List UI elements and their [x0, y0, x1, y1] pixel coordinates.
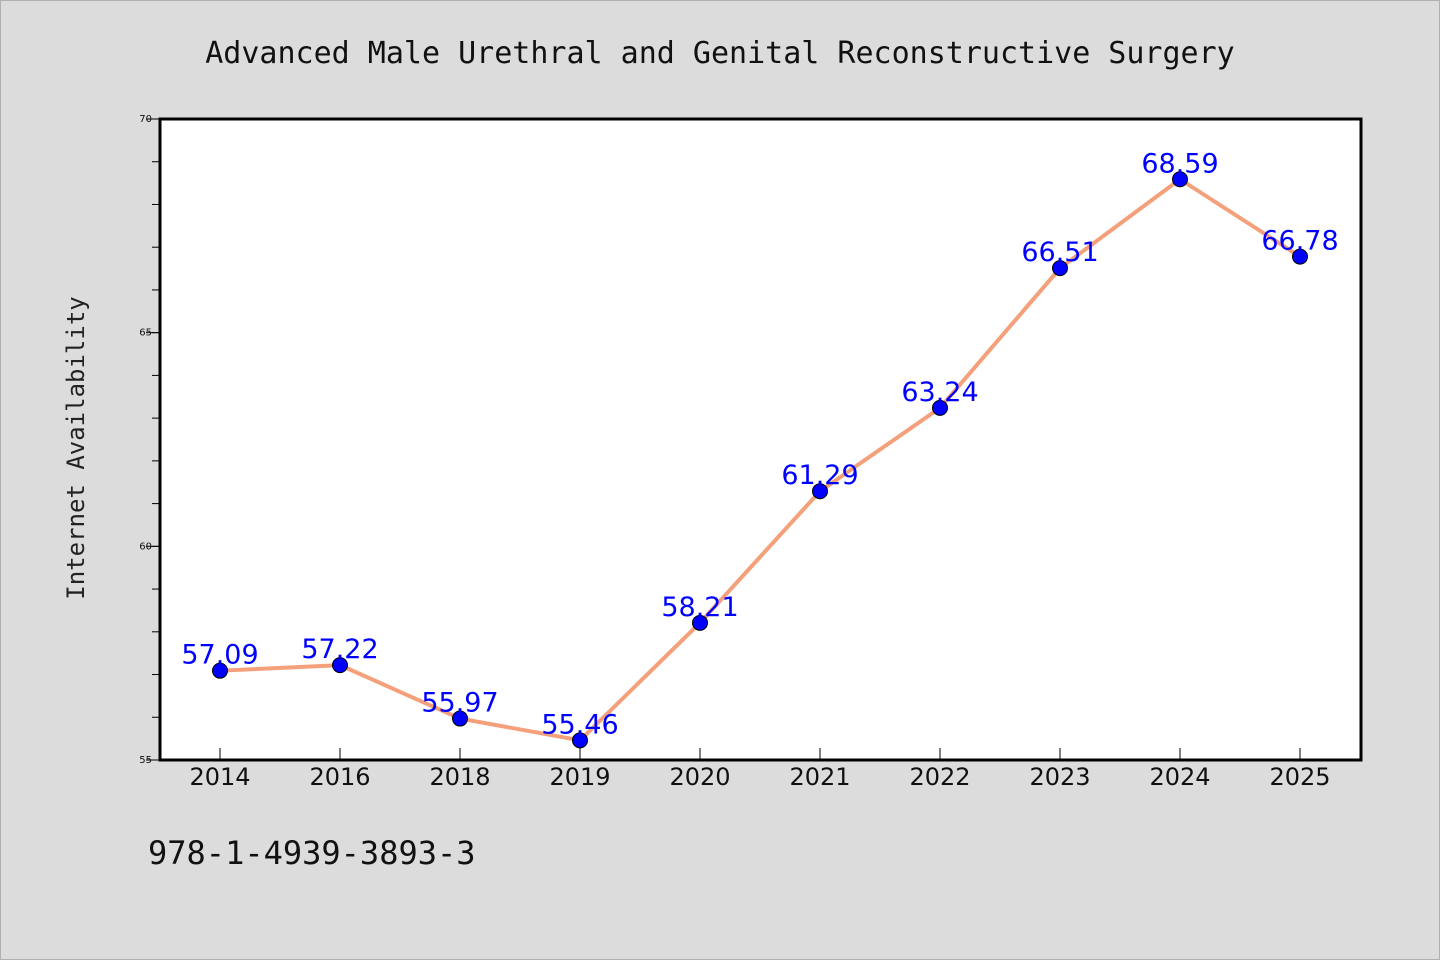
markers-group — [212, 171, 1308, 749]
data-label: 68.59 — [1141, 148, 1218, 179]
y-tick-label: 70 — [139, 114, 152, 125]
data-point — [212, 662, 228, 679]
data-labels-group: 57.09 57.22 55.97 55.46 58.21 61.29 63.24 66.51… — [181, 148, 1338, 740]
data-label: 57.22 — [301, 634, 378, 665]
plot-area — [158, 117, 1363, 762]
data-point — [932, 399, 948, 416]
data-label: 57.09 — [181, 640, 258, 671]
series-line-group — [218, 177, 1302, 743]
x-tick-label: 2020 — [669, 763, 730, 791]
data-label: 66.78 — [1261, 226, 1338, 257]
data-point — [332, 657, 348, 674]
data-label: 55.97 — [421, 688, 498, 719]
data-point — [1052, 260, 1068, 277]
data-label: 61.29 — [781, 460, 858, 491]
y-tick-label: 65 — [139, 328, 152, 339]
data-label: 55.46 — [541, 709, 618, 740]
x-tick-label: 2018 — [429, 763, 490, 791]
data-point — [452, 710, 468, 727]
data-point — [572, 732, 588, 749]
data-label: 58.21 — [661, 592, 738, 623]
isbn-text: 978-1-4939-3893-3 — [148, 834, 476, 872]
series-line — [218, 177, 1302, 743]
x-tick-label: 2025 — [1269, 763, 1330, 791]
data-point — [812, 483, 828, 500]
data-label: 66.51 — [1021, 237, 1098, 268]
y-axis-label: Internet Availability — [62, 296, 90, 599]
x-tick-label: 2019 — [549, 763, 610, 791]
x-tick-label: 2014 — [189, 763, 250, 791]
y-tick-label: 55 — [139, 755, 152, 766]
y-axis: 55 60 65 70 — [139, 114, 160, 766]
data-label: 63.24 — [901, 377, 978, 408]
data-point — [692, 614, 708, 631]
data-point — [1292, 248, 1308, 265]
x-tick-label: 2021 — [789, 763, 850, 791]
x-tick-label: 2022 — [909, 763, 970, 791]
x-tick-label: 2024 — [1149, 763, 1210, 791]
y-tick-label: 60 — [139, 541, 152, 552]
x-axis: 2014 2016 2018 2019 2020 2021 2022 2023 2024 2025 — [189, 748, 1331, 791]
data-point — [1172, 171, 1188, 188]
x-tick-label: 2016 — [309, 763, 370, 791]
x-tick-label: 2023 — [1029, 763, 1090, 791]
chart-title: Advanced Male Urethral and Genital Recon… — [205, 36, 1235, 71]
